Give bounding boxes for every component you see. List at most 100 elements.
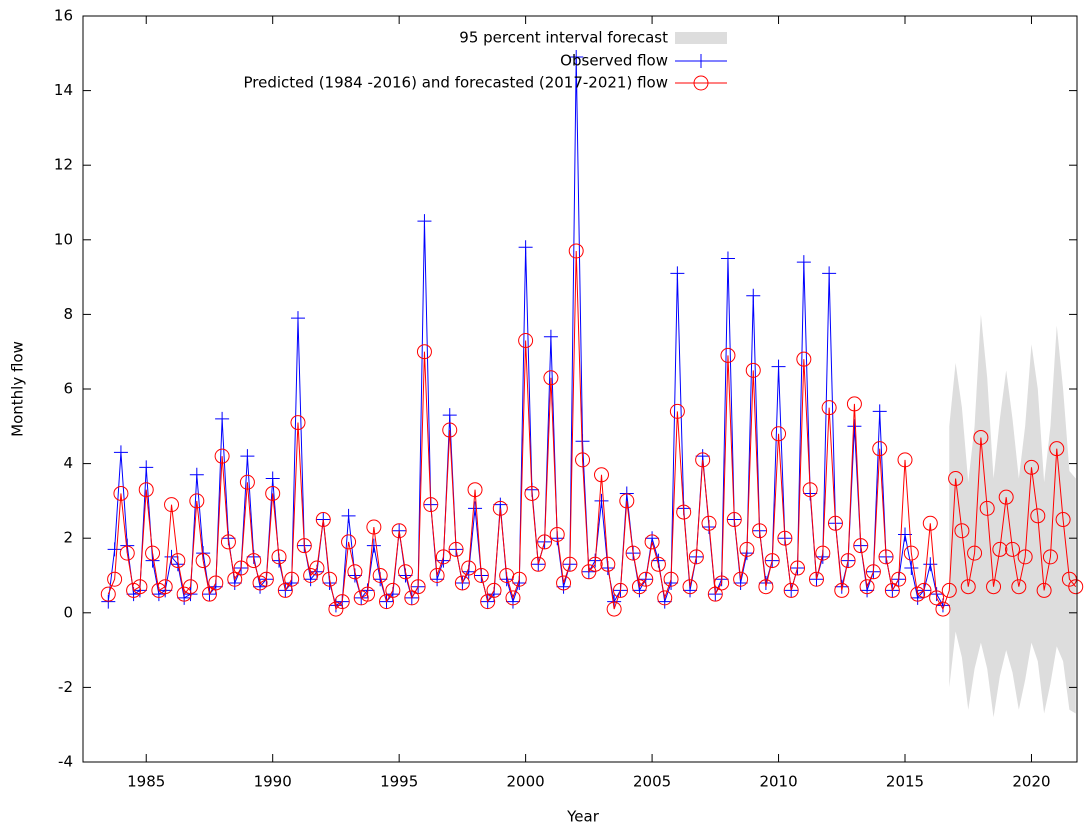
circle-marker (606, 601, 622, 617)
circle-marker (650, 556, 666, 572)
circle-marker (157, 579, 173, 595)
circle-marker (625, 545, 641, 561)
circle-marker (758, 579, 774, 595)
plus-marker (240, 449, 255, 464)
circle-marker (182, 579, 198, 595)
x-axis-label: Year (566, 808, 600, 825)
x-tick-label: 2010 (759, 773, 797, 791)
forecast-band (949, 314, 1076, 718)
circle-marker (138, 482, 154, 498)
circle-marker (454, 575, 470, 591)
x-tick-label: 1995 (380, 773, 418, 791)
circle-marker (201, 586, 217, 602)
circle-marker (897, 452, 913, 468)
circle-marker (486, 582, 502, 598)
circle-marker (790, 560, 806, 576)
circle-marker (246, 553, 262, 569)
circle-marker (593, 467, 609, 483)
circle-marker (1030, 508, 1046, 524)
circle-marker (397, 564, 413, 580)
circle-marker (1023, 459, 1039, 475)
circle-marker (385, 582, 401, 598)
circle-marker (341, 534, 357, 550)
circle-marker (992, 541, 1008, 557)
plus-marker (107, 542, 122, 557)
circle-marker (1055, 512, 1071, 528)
circle-marker (1042, 549, 1058, 565)
plus-marker (113, 445, 128, 460)
circle-marker (903, 545, 919, 561)
plus-marker (139, 460, 154, 475)
circle-marker (556, 575, 572, 591)
circle-marker (865, 564, 881, 580)
plus-marker (670, 266, 685, 281)
x-tick-label: 1985 (127, 773, 165, 791)
circle-marker (619, 493, 635, 509)
plus-marker (417, 214, 432, 229)
y-tick-label: -4 (58, 753, 73, 771)
y-tick-label: 14 (54, 81, 73, 99)
circle-marker (360, 586, 376, 602)
plus-marker (189, 467, 204, 482)
circle-marker (701, 515, 717, 531)
circle-marker (676, 504, 692, 520)
circle-marker (979, 500, 995, 516)
y-tick-label: -2 (58, 678, 73, 696)
circle-marker (100, 586, 116, 602)
circle-marker (973, 429, 989, 445)
y-tick-label: 4 (63, 454, 73, 472)
circle-marker (265, 485, 281, 501)
circle-marker (1017, 549, 1033, 565)
circle-marker (929, 590, 945, 606)
legend-marker (693, 75, 709, 91)
plus-marker (796, 255, 811, 270)
circle-marker (859, 579, 875, 595)
plus-marker (442, 408, 457, 423)
circle-marker (821, 400, 837, 416)
series-line (107, 57, 944, 607)
plot-frame (82, 15, 1078, 763)
y-tick-label: 6 (63, 380, 73, 398)
circle-marker (764, 553, 780, 569)
plus-marker (366, 538, 381, 553)
circle-marker (682, 579, 698, 595)
circle-marker (853, 538, 869, 554)
plus-marker (468, 501, 483, 516)
circle-marker (448, 541, 464, 557)
plus-marker (215, 411, 230, 426)
y-axis-label: Monthly flow (9, 341, 27, 437)
circle-marker (840, 553, 856, 569)
circle-marker (410, 579, 426, 595)
circle-marker (258, 571, 274, 587)
circle-marker (745, 362, 761, 378)
circle-marker (783, 582, 799, 598)
legend-marker (694, 54, 708, 68)
circle-marker (473, 568, 489, 583)
circle-marker (891, 571, 907, 587)
plus-marker (822, 266, 837, 281)
circle-marker (815, 545, 831, 561)
circle-marker (271, 549, 287, 565)
circle-marker (315, 512, 331, 528)
plus-marker (569, 50, 584, 65)
circle-marker (935, 601, 951, 617)
circle-marker (309, 560, 325, 576)
circle-marker (669, 403, 685, 419)
plus-marker (543, 329, 558, 344)
circle-marker (1011, 579, 1027, 595)
circle-marker (714, 575, 730, 591)
circle-marker (568, 243, 584, 259)
circle-marker (998, 489, 1014, 505)
circle-marker (878, 549, 894, 565)
circle-marker (366, 519, 382, 535)
circle-marker (752, 523, 768, 539)
circle-marker (657, 590, 673, 606)
y-tick-label: 8 (63, 305, 73, 323)
plus-marker (923, 557, 938, 572)
plus-marker (847, 419, 862, 434)
circle-marker (435, 549, 451, 565)
circle-marker (379, 594, 395, 610)
circle-marker (208, 575, 224, 591)
circle-marker (739, 541, 755, 557)
